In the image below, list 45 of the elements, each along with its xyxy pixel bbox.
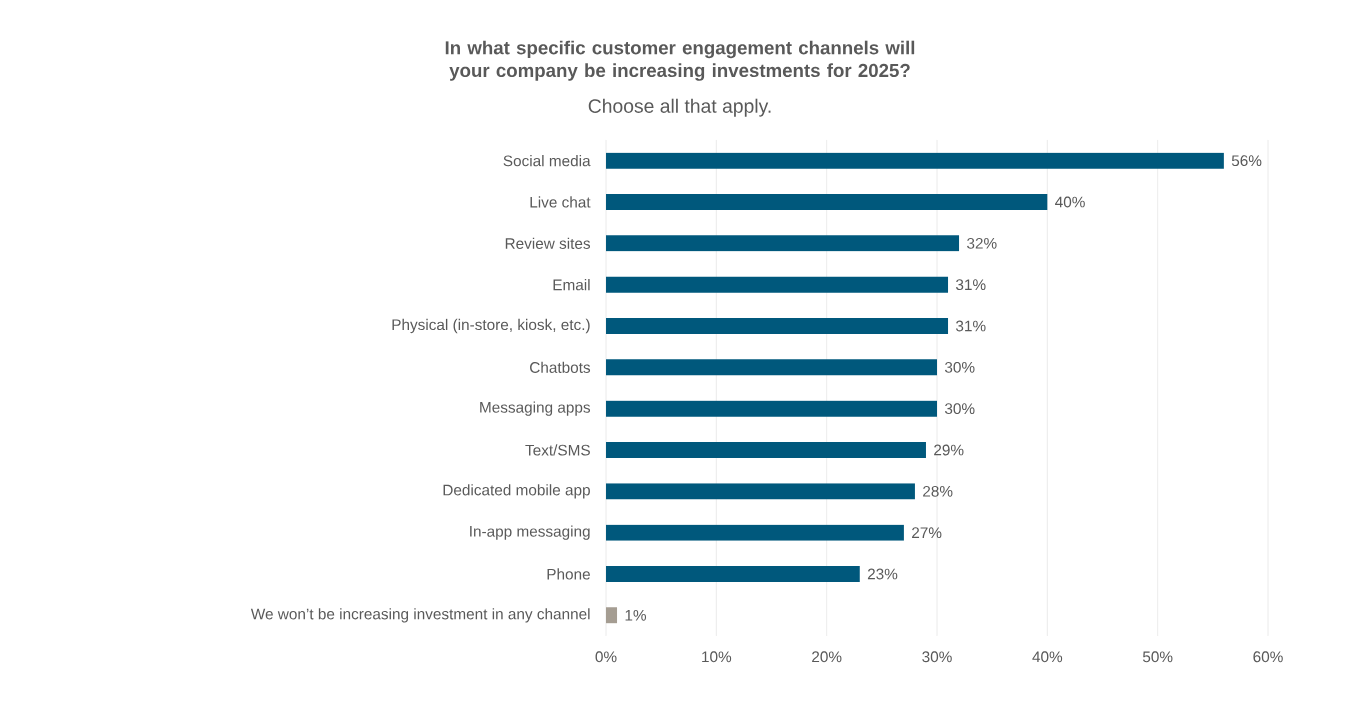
bar [606,152,1224,169]
y-tick-label: Social media [503,155,591,167]
y-tick-label: Chatbots [530,361,591,373]
bar [606,276,949,293]
y-tick-label: In-app messaging [470,525,590,540]
x-tick-label: 0% [595,651,617,663]
y-tick-label: Messaging apps [480,401,591,416]
y-tick-label: Live chat [530,196,591,208]
data-label: 30% [944,403,975,415]
data-label: 32% [967,237,997,249]
data-label: 28% [923,485,953,497]
data-label: 56% [1231,155,1262,167]
bar [606,565,860,582]
bar [606,607,618,624]
chart-title: In what specific customer engagement channels will your company be increasing investments for 2025? [445,40,915,81]
chart-subtitle: Choose all that apply. [588,98,771,117]
data-label: 31% [956,279,986,291]
x-tick-label: 60% [1253,651,1283,663]
data-label: 27% [912,527,942,539]
data-label: 40% [1055,196,1085,208]
y-tick-label: Phone [547,568,590,580]
data-label: 23% [867,568,898,580]
data-label: 29% [934,444,964,456]
x-tick-label: 10% [702,651,732,663]
bar [606,318,949,334]
bar [606,524,904,541]
y-tick-label: Text/SMS [525,444,590,456]
bar [606,483,915,500]
bar [606,194,1048,210]
bar [606,400,937,417]
data-label: 1% [625,609,647,621]
data-label: 30% [944,361,975,373]
y-tick-label: Dedicated mobile app [443,484,590,499]
bar [606,441,926,458]
y-tick-label: We won’t be increasing investment in any channel [250,608,590,623]
x-tick-label: 40% [1032,651,1063,663]
x-tick-label: 20% [812,651,842,663]
y-tick-label: Review sites [505,237,591,249]
y-tick-label: Physical (in-store, kiosk, etc.) [392,318,590,334]
x-tick-label: 50% [1142,651,1173,663]
y-tick-label: Email [553,279,590,291]
bar [606,359,937,376]
x-tick-label: 30% [922,651,952,663]
bar [606,235,960,252]
data-label: 31% [956,320,986,332]
